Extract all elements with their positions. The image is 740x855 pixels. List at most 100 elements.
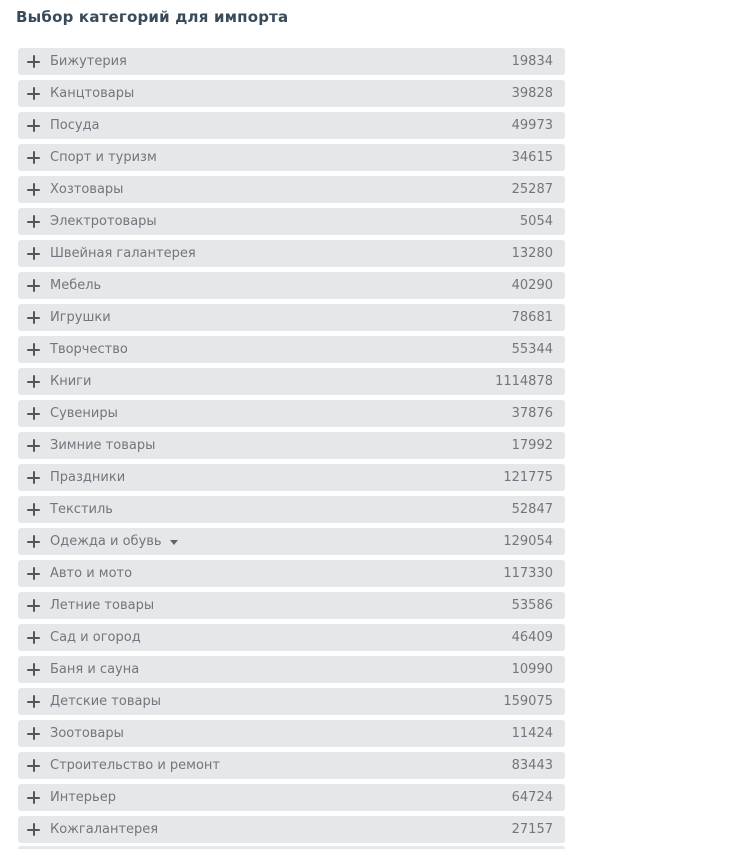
category-row[interactable]: Хозтовары 25287 [18,176,565,203]
plus-icon[interactable] [27,279,40,292]
category-row[interactable]: Зоотовары 11424 [18,720,565,747]
category-label: Бижутерия [50,54,127,69]
category-count: 78681 [511,310,553,325]
category-label: Зоотовары [50,726,124,741]
plus-icon[interactable] [27,151,40,164]
plus-icon[interactable] [27,343,40,356]
category-row[interactable]: Мебель 40290 [18,272,565,299]
category-row[interactable]: Спорт и туризм 34615 [18,144,565,171]
category-count: 83443 [511,758,553,773]
plus-icon[interactable] [27,599,40,612]
plus-icon[interactable] [27,663,40,676]
category-count: 64724 [511,790,553,805]
plus-icon[interactable] [27,375,40,388]
category-row[interactable]: Интерьер 64724 [18,784,565,811]
plus-icon[interactable] [27,215,40,228]
category-label: Праздники [50,470,126,485]
caret-down-icon[interactable] [169,540,178,545]
category-label: Игрушки [50,310,111,325]
category-row[interactable]: Летние товары 53586 [18,592,565,619]
page-title: Выбор категорий для импорта [16,8,289,26]
category-row[interactable]: Творчество 55344 [18,336,565,363]
plus-icon[interactable] [27,759,40,772]
category-count: 13280 [511,246,553,261]
category-count: 39828 [511,86,553,101]
category-row[interactable]: Бижутерия 19834 [18,48,565,75]
category-count: 49973 [511,118,553,133]
category-count: 53586 [511,598,553,613]
plus-icon[interactable] [27,311,40,324]
category-label: Сад и огород [50,630,141,645]
category-row[interactable]: Праздники 121775 [18,464,565,491]
plus-icon[interactable] [27,471,40,484]
plus-icon[interactable] [27,407,40,420]
category-count: 121775 [503,470,553,485]
category-label: Кожгалантерея [50,822,159,837]
category-count: 40290 [511,278,553,293]
category-row[interactable]: Канцтовары 39828 [18,80,565,107]
plus-icon[interactable] [27,503,40,516]
category-row[interactable]: Сувениры 37876 [18,400,565,427]
category-row[interactable]: Авто и мото 117330 [18,560,565,587]
category-count: 27157 [511,822,553,837]
category-label: Мебель [50,278,102,293]
plus-icon[interactable] [27,87,40,100]
category-count: 1114878 [495,374,553,389]
plus-icon[interactable] [27,439,40,452]
category-row[interactable]: Швейная галантерея 13280 [18,240,565,267]
category-count: 11424 [511,726,553,741]
category-count: 10990 [511,662,553,677]
plus-icon[interactable] [27,791,40,804]
category-row[interactable]: Электротовары 5054 [18,208,565,235]
category-row[interactable]: Детские товары 159075 [18,688,565,715]
category-label: Электротовары [50,214,157,229]
category-label: Книги [50,374,92,389]
category-count: 5054 [519,214,553,229]
plus-icon[interactable] [27,567,40,580]
category-row[interactable]: Баня и сауна 10990 [18,656,565,683]
plus-icon[interactable] [27,535,40,548]
category-count: 55344 [511,342,553,357]
category-count: 52847 [511,502,553,517]
category-row[interactable]: Одежда и обувь 129054 [18,528,565,555]
category-label: Творчество [50,342,128,357]
plus-icon[interactable] [27,695,40,708]
category-count: 37876 [511,406,553,421]
category-count: 25287 [511,182,553,197]
category-row[interactable]: Зимние товары 17992 [18,432,565,459]
plus-icon[interactable] [27,55,40,68]
category-label: Сувениры [50,406,118,421]
category-label: Авто и мото [50,566,133,581]
category-row[interactable]: Посуда 49973 [18,112,565,139]
plus-icon[interactable] [27,823,40,836]
category-count: 17992 [511,438,553,453]
category-list: Бижутерия 19834 Канцтовары 39828 Посуда … [18,48,565,849]
plus-icon[interactable] [27,119,40,132]
category-count: 19834 [511,54,553,69]
plus-icon[interactable] [27,183,40,196]
category-count: 34615 [511,150,553,165]
category-row[interactable]: Кожгалантерея 27157 [18,816,565,843]
category-row[interactable]: Текстиль 52847 [18,496,565,523]
category-label: Летние товары [50,598,155,613]
category-label: Интерьер [50,790,116,805]
category-count: 46409 [511,630,553,645]
category-label: Текстиль [50,502,113,517]
category-label: Одежда и обувь [50,534,162,549]
category-label: Баня и сауна [50,662,140,677]
plus-icon[interactable] [27,631,40,644]
category-row[interactable]: Книги 1114878 [18,368,565,395]
category-row-partial [18,846,565,849]
category-label: Строительство и ремонт [50,758,220,773]
plus-icon[interactable] [27,727,40,740]
category-label: Зимние товары [50,438,156,453]
category-label: Хозтовары [50,182,124,197]
category-row[interactable]: Игрушки 78681 [18,304,565,331]
category-row[interactable]: Сад и огород 46409 [18,624,565,651]
category-label: Посуда [50,118,100,133]
category-row[interactable]: Строительство и ремонт 83443 [18,752,565,779]
category-label: Канцтовары [50,86,135,101]
category-label: Спорт и туризм [50,150,157,165]
plus-icon[interactable] [27,247,40,260]
category-label: Швейная галантерея [50,246,196,261]
